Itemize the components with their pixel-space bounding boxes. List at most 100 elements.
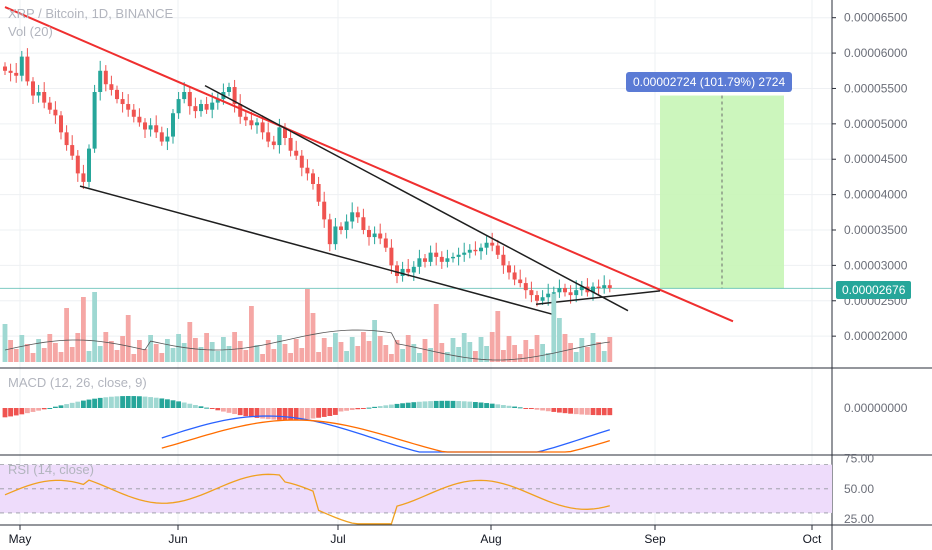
- volume-bar: [148, 335, 153, 362]
- candle-body: [596, 286, 601, 289]
- macd-histogram-bar: [585, 408, 590, 415]
- candle-body: [115, 89, 119, 100]
- candle-body: [378, 233, 383, 239]
- candle-body: [176, 99, 181, 114]
- volume-bar: [260, 354, 265, 362]
- volume-bar: [165, 339, 170, 362]
- candle-body: [171, 113, 175, 137]
- volume-bar: [53, 343, 58, 362]
- macd-histogram-bar: [579, 408, 585, 415]
- volume-ma-line: [4, 329, 610, 361]
- candle-body: [299, 155, 304, 168]
- macd-histogram-bar: [120, 396, 125, 408]
- volume-bar: [13, 349, 19, 362]
- volume-bar: [271, 349, 277, 362]
- volume-bar: [327, 347, 333, 362]
- volume-bar: [422, 339, 428, 362]
- macd-histogram-bar: [131, 396, 137, 408]
- candle-body: [490, 242, 495, 246]
- macd-signal-line: [161, 419, 610, 453]
- volume-bar: [562, 334, 568, 362]
- volume-bar: [159, 353, 165, 362]
- macd-histogram-bar: [221, 408, 226, 412]
- candle-body: [249, 120, 254, 126]
- macd-histogram-bar: [19, 408, 25, 415]
- candle-body: [563, 288, 567, 293]
- candle-body: [143, 122, 147, 130]
- macd-histogram-bar: [545, 408, 551, 412]
- x-tick-label: Aug: [480, 532, 501, 546]
- candle-body: [165, 136, 170, 142]
- macd-histogram-bar: [473, 402, 478, 408]
- macd-histogram-bar: [293, 408, 299, 420]
- volume-bar: [288, 353, 293, 362]
- candle-body: [512, 272, 517, 280]
- candle-body: [501, 254, 506, 266]
- volume-bar: [299, 348, 305, 362]
- macd-histogram-bar: [265, 408, 271, 420]
- macd-histogram-bar: [282, 408, 288, 420]
- macd-histogram-bar: [417, 401, 422, 408]
- y-tick-label: 0.00006500: [844, 11, 908, 25]
- candle-body: [70, 145, 75, 156]
- volume-bar: [579, 338, 585, 362]
- candle-body: [154, 125, 159, 133]
- volume-bar: [176, 334, 181, 362]
- volume-bar: [473, 351, 478, 362]
- candle-body: [327, 219, 332, 245]
- symbol-title: XRP / Bitcoin, 1D, BINANCE: [8, 6, 174, 21]
- macd-histogram-bar: [400, 403, 405, 408]
- candle-body: [255, 122, 259, 126]
- measure-label[interactable]: 0.00002724 (101.79%) 2724: [626, 72, 793, 92]
- rsi-line: [4, 473, 610, 525]
- macd-histogram-bar: [204, 407, 209, 409]
- candle-body: [367, 230, 371, 238]
- volume-bar: [58, 352, 64, 362]
- trendline-wedge: [535, 290, 661, 306]
- macd-histogram-bar: [377, 406, 383, 408]
- y-tick-label: 0.00004500: [844, 152, 908, 166]
- volume-bar: [344, 351, 349, 362]
- volume-bar: [557, 318, 562, 362]
- volume-bar: [293, 339, 299, 362]
- macd-histogram-bar: [75, 401, 81, 408]
- macd-histogram-bar: [209, 408, 215, 409]
- candle-body: [383, 238, 388, 248]
- candle-body: [47, 102, 52, 110]
- volume-bar: [601, 351, 607, 362]
- macd-histogram-bar: [355, 408, 361, 410]
- candle-body: [64, 132, 69, 146]
- candle-body: [428, 252, 433, 262]
- volume-bar: [585, 347, 590, 362]
- macd-histogram-bar: [540, 408, 545, 411]
- volume-bar: [445, 352, 450, 362]
- volume-bar: [305, 289, 310, 362]
- candle-body: [75, 155, 80, 174]
- y-tick-label: 50.00: [844, 482, 874, 496]
- volume-bar: [551, 294, 557, 362]
- macd-histogram-bar: [534, 408, 540, 410]
- volume-bar: [181, 343, 187, 362]
- candle-body: [322, 201, 327, 220]
- macd-histogram-bar: [237, 408, 243, 416]
- candle-body: [266, 132, 271, 142]
- macd-histogram-bar: [69, 402, 75, 408]
- macd-histogram-bar: [601, 408, 607, 416]
- candle-body: [243, 116, 248, 121]
- candle-body: [53, 109, 58, 116]
- volume-bar: [25, 344, 30, 362]
- macd-histogram-bar: [215, 408, 221, 411]
- macd-histogram-bar: [439, 400, 445, 408]
- macd-histogram-bar: [349, 408, 355, 411]
- y-tick-label: 0.00006000: [844, 46, 908, 60]
- volume-bar: [47, 334, 53, 362]
- trendline-red: [4, 6, 734, 323]
- candle-body: [204, 104, 209, 110]
- volume-bar: [540, 344, 545, 362]
- volume-bar: [226, 346, 232, 362]
- volume-bar: [153, 344, 159, 362]
- volume-bar: [411, 344, 417, 362]
- macd-histogram-bar: [8, 408, 13, 417]
- candle-body: [355, 212, 360, 218]
